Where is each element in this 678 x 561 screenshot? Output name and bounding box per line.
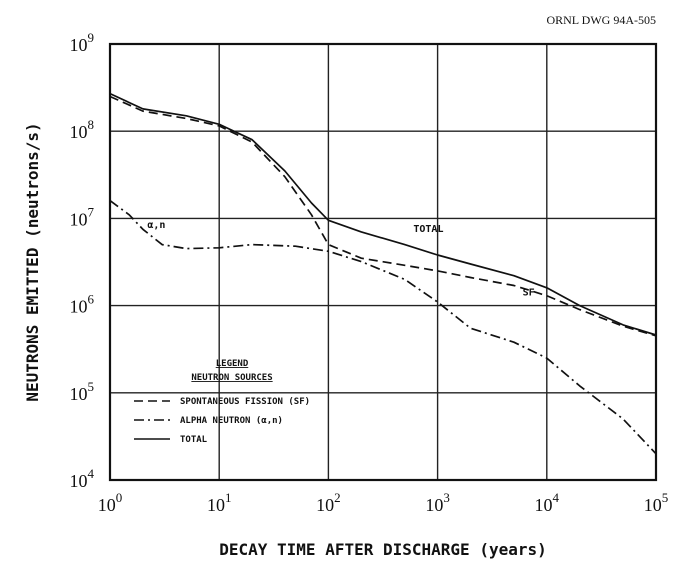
series-line-sf bbox=[109, 95, 657, 337]
x-tick-label: 103 bbox=[425, 490, 450, 515]
x-tick-label: 101 bbox=[207, 490, 232, 515]
x-tick-label: 102 bbox=[316, 490, 341, 515]
legend-subtitle: NEUTRON SOURCES bbox=[191, 373, 272, 383]
legend-label-sf: SPONTANEOUS FISSION (SF) bbox=[180, 397, 310, 407]
curve-annotation: TOTAL bbox=[413, 224, 443, 235]
curve-annotation: SF bbox=[523, 288, 535, 299]
y-tick-label: 107 bbox=[70, 204, 95, 229]
x-tick-label: 100 bbox=[98, 490, 123, 515]
x-axis-label: DECAY TIME AFTER DISCHARGE (years) bbox=[219, 540, 547, 559]
y-axis-label: NEUTRONS EMITTED (neutrons/s) bbox=[23, 122, 42, 401]
x-tick-label: 105 bbox=[644, 490, 669, 515]
plot-frame bbox=[108, 42, 658, 482]
series-line-total bbox=[109, 92, 657, 336]
legend: LEGEND NEUTRON SOURCES SPONTANEOUS FISSI… bbox=[134, 359, 310, 445]
curve-annotations: α,n TOTAL SF bbox=[147, 220, 534, 299]
y-tick-label: 108 bbox=[70, 117, 95, 142]
legend-label-total: TOTAL bbox=[180, 435, 208, 445]
x-tick-label: 104 bbox=[535, 490, 560, 515]
x-tick-labels: 100 101 102 103 104 105 bbox=[98, 490, 669, 515]
y-tick-labels: 104 105 106 107 108 109 bbox=[70, 30, 95, 491]
legend-title: LEGEND bbox=[216, 359, 249, 369]
y-tick-label: 109 bbox=[70, 30, 95, 55]
series-layer bbox=[109, 92, 657, 455]
y-tick-label: 104 bbox=[70, 466, 95, 491]
legend-label-an: ALPHA NEUTRON (α,n) bbox=[180, 416, 283, 426]
drawing-id-label: ORNL DWG 94A-505 bbox=[546, 13, 656, 27]
series-line-an bbox=[109, 199, 657, 455]
legend-entries: SPONTANEOUS FISSION (SF) ALPHA NEUTRON (α… bbox=[134, 397, 310, 445]
y-tick-label: 106 bbox=[70, 292, 95, 317]
curve-annotation: α,n bbox=[147, 220, 165, 231]
y-tick-label: 105 bbox=[70, 379, 95, 404]
